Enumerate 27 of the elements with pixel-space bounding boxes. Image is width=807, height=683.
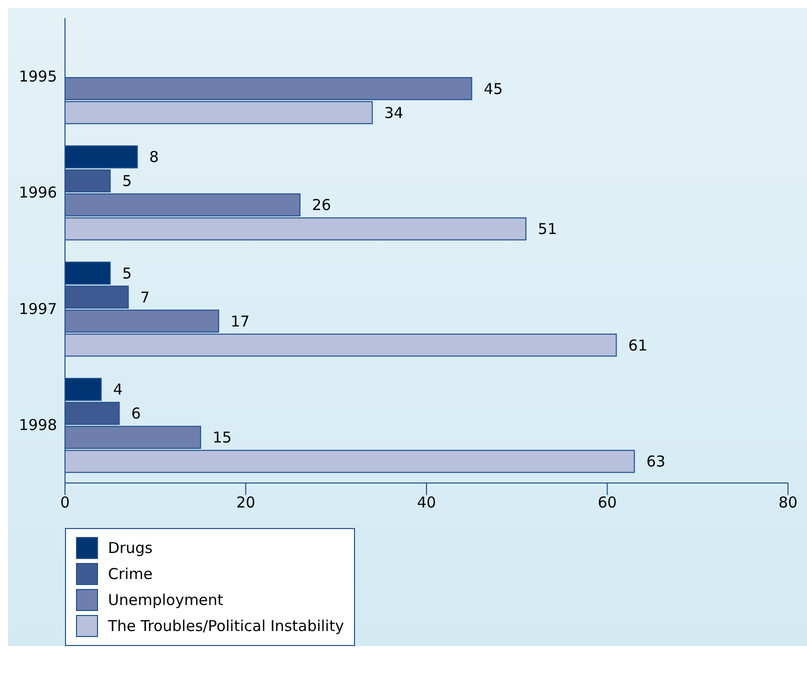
legend-label: Unemployment — [108, 591, 224, 609]
data-label: 5 — [122, 264, 132, 282]
data-label: 34 — [384, 104, 404, 122]
y-tick-label: 1995 — [18, 67, 57, 86]
data-label: 51 — [538, 220, 558, 238]
y-tick-label: 1997 — [18, 300, 57, 318]
y-tick-label: 1996 — [18, 184, 57, 202]
legend-label: The Troubles/Political Instability — [108, 617, 344, 635]
data-label: 45 — [484, 80, 503, 98]
x-tick-label: 80 — [778, 494, 798, 512]
data-label: 26 — [312, 196, 332, 214]
legend-label: Crime — [108, 565, 153, 583]
data-label: 8 — [149, 148, 159, 166]
data-label: 6 — [131, 404, 141, 423]
x-tick-label: 0 — [60, 494, 70, 512]
x-tick-label: 60 — [598, 494, 617, 512]
data-label: 17 — [230, 312, 250, 330]
data-label: 7 — [140, 288, 150, 306]
legend-label: Drugs — [108, 539, 153, 557]
data-label: 5 — [122, 172, 132, 190]
x-tick-label: 20 — [236, 494, 256, 512]
data-label: 15 — [212, 428, 232, 447]
data-label: 63 — [646, 452, 666, 471]
data-label: 61 — [628, 336, 648, 354]
x-tick-label: 40 — [416, 494, 436, 512]
data-label: 4 — [113, 380, 123, 399]
y-tick-label: 1998 — [18, 416, 57, 434]
